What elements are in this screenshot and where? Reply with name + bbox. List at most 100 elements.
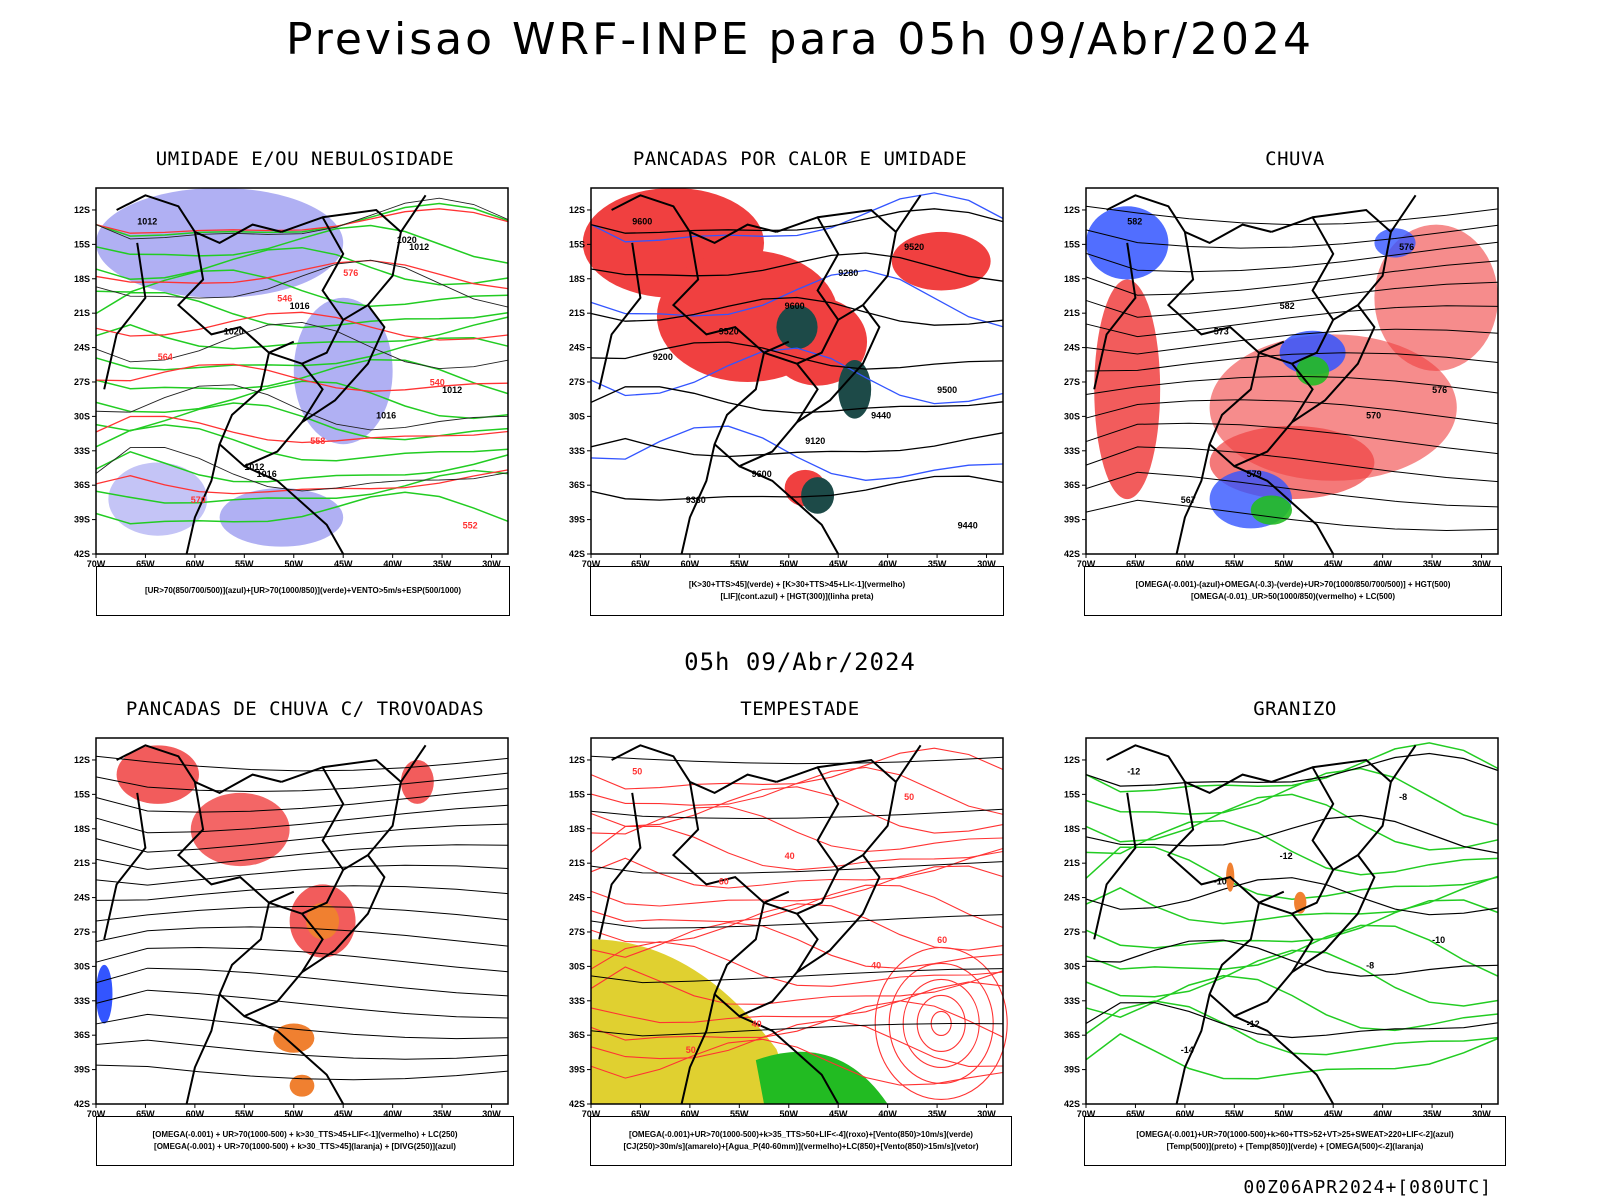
longitude-label: 65W bbox=[631, 1109, 650, 1119]
streamline bbox=[590, 968, 1004, 984]
streamline bbox=[1085, 241, 1499, 273]
contour-line bbox=[95, 259, 509, 308]
shaded-area bbox=[1374, 224, 1498, 371]
latitude-label: 36S bbox=[569, 1030, 585, 1040]
longitude-label: 40W bbox=[1373, 1109, 1392, 1119]
streamline bbox=[95, 905, 509, 922]
contour-line bbox=[590, 1019, 1004, 1067]
contour-label: 9280 bbox=[838, 268, 858, 278]
latitude-label: 36S bbox=[1064, 1030, 1080, 1040]
contour-line bbox=[1085, 974, 1499, 1032]
panel-title: TEMPESTADE bbox=[740, 698, 860, 720]
country-border bbox=[185, 443, 221, 555]
streamline bbox=[95, 1064, 509, 1081]
longitude-label: 50W bbox=[780, 1109, 799, 1119]
contour-line bbox=[95, 469, 509, 495]
streamline bbox=[1085, 328, 1499, 355]
shaded-area bbox=[838, 360, 872, 419]
longitude-label: 60W bbox=[186, 559, 205, 569]
longitude-label: 45W bbox=[1324, 559, 1343, 569]
latitude-label: 15S bbox=[74, 789, 90, 799]
country-border bbox=[738, 1015, 840, 1105]
contour-line bbox=[95, 321, 509, 370]
longitude-label: 45W bbox=[1324, 1109, 1343, 1119]
longitude-label: 45W bbox=[334, 1109, 353, 1119]
longitude-label: 40W bbox=[1373, 559, 1392, 569]
contour-label: 9440 bbox=[958, 520, 978, 530]
latitude-label: 33S bbox=[74, 446, 90, 456]
contour-label: 576 bbox=[343, 268, 358, 278]
shaded-area bbox=[1374, 228, 1416, 258]
legend-line: [OMEGA(-0.001)+UR>70(1000-500)+k>60+TTS>… bbox=[1136, 1130, 1454, 1139]
longitude-label: 55W bbox=[235, 1109, 254, 1119]
streamline bbox=[590, 808, 1004, 820]
longitude-label: 50W bbox=[285, 559, 304, 569]
latitude-label: 12S bbox=[569, 755, 585, 765]
panel-pancadas-calor: PANCADAS POR CALOR E UMIDADE 12S 15S 18S 21… bbox=[565, 148, 1035, 628]
country-border bbox=[895, 194, 922, 233]
longitude-label: 40W bbox=[878, 1109, 897, 1119]
contour-line bbox=[1085, 924, 1499, 977]
longitude-label: 55W bbox=[1225, 1109, 1244, 1119]
latitude-label: 33S bbox=[74, 996, 90, 1006]
latitude-label: 21S bbox=[74, 308, 90, 318]
map-background bbox=[1086, 738, 1498, 1104]
streamline bbox=[1085, 281, 1499, 318]
contour-line bbox=[590, 347, 1004, 405]
contour-line bbox=[95, 224, 509, 264]
longitude-label: 30W bbox=[977, 559, 996, 569]
latitude-label: 12S bbox=[74, 755, 90, 765]
country-border bbox=[301, 304, 386, 424]
legend-tempestade: [OMEGA(-0.001)+UR>70(1000-500)+k>35_TTS>… bbox=[590, 1116, 1012, 1166]
contour-label: 40 bbox=[871, 961, 881, 971]
longitude-label: 35W bbox=[433, 1109, 452, 1119]
panel-tempestade: TEMPESTADE 12S 15S 18S 21S 24S 27S 30S 33S 36S 39… bbox=[565, 698, 1035, 1178]
contour-line bbox=[590, 884, 1004, 929]
contour-label: 40 bbox=[752, 1019, 762, 1029]
contour-line bbox=[95, 316, 509, 350]
country-border bbox=[817, 208, 897, 321]
contour-line bbox=[590, 981, 1004, 1024]
longitude-label: 55W bbox=[730, 1109, 749, 1119]
contour-line bbox=[95, 491, 509, 525]
panel-umidade: UMIDADE E/OU NEBULOSIDADE 12S 15S 18S 21S 24… bbox=[70, 148, 540, 628]
latitude-label: 30S bbox=[569, 961, 585, 971]
contour-label: 552 bbox=[463, 520, 478, 530]
contour-label: 1012 bbox=[409, 242, 429, 252]
longitude-label: 50W bbox=[780, 559, 799, 569]
contour-line bbox=[1085, 1033, 1499, 1080]
map-frame bbox=[95, 187, 509, 555]
longitude-label: 70W bbox=[582, 1109, 601, 1119]
country-border bbox=[738, 465, 840, 555]
latitude-label: 39S bbox=[74, 1065, 90, 1075]
contour-label: 9500 bbox=[937, 385, 957, 395]
latitude-label: 21S bbox=[1064, 858, 1080, 868]
middle-date-label: 05h 09/Abr/2024 bbox=[684, 648, 916, 676]
shaded-area bbox=[1279, 330, 1346, 375]
contour-line bbox=[1085, 1002, 1499, 1039]
legend-trovoadas: [OMEGA(-0.001) + UR>70(1000-500) + k>30_… bbox=[96, 1116, 514, 1166]
latitude-label: 39S bbox=[74, 515, 90, 525]
streamline bbox=[95, 926, 509, 947]
country-border bbox=[1291, 304, 1376, 424]
longitude-label: 35W bbox=[1423, 559, 1442, 569]
contour-label: 9520 bbox=[904, 242, 924, 252]
map-frame bbox=[95, 737, 509, 1105]
latitude-label: 42S bbox=[74, 549, 90, 559]
contour-label: 50 bbox=[904, 792, 914, 802]
contour-label: 546 bbox=[277, 293, 292, 303]
latitude-label: 30S bbox=[569, 411, 585, 421]
shaded-area bbox=[1250, 495, 1292, 525]
legend-granizo: [OMEGA(-0.001)+UR>70(1000-500)+k>60+TTS>… bbox=[1084, 1116, 1506, 1166]
country-border bbox=[598, 792, 642, 940]
country-border bbox=[1208, 901, 1314, 1018]
contour-line bbox=[590, 766, 1004, 815]
contour-line bbox=[590, 1000, 1004, 1041]
contour-line bbox=[590, 825, 1004, 871]
latitude-label: 24S bbox=[74, 893, 90, 903]
